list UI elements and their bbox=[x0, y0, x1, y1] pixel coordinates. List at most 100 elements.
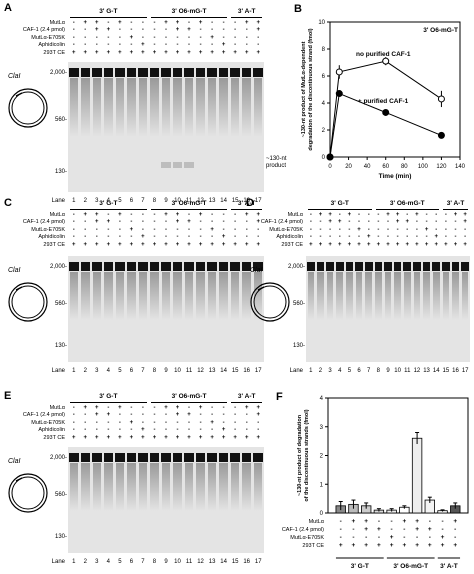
sign-cell: + bbox=[434, 241, 438, 248]
panel-label: B bbox=[294, 3, 302, 15]
gel-smear bbox=[81, 78, 90, 137]
sign-cell: - bbox=[72, 212, 75, 218]
group-label: 3' G-T bbox=[330, 200, 349, 207]
sign-cell: - bbox=[454, 226, 457, 233]
gel-smear bbox=[104, 78, 113, 137]
gel-smear bbox=[219, 78, 228, 137]
y-tick-label: 3 bbox=[320, 425, 324, 431]
gel-smear bbox=[69, 78, 79, 137]
lane-label: Lane bbox=[51, 559, 65, 565]
gel-smear bbox=[317, 272, 324, 320]
sign-cell: - bbox=[130, 234, 133, 241]
gel-band bbox=[207, 262, 217, 271]
inset-label: 3' O6-mG-T bbox=[423, 27, 458, 34]
lane-number: 8 bbox=[152, 368, 157, 374]
sign-cell: + bbox=[141, 241, 145, 248]
sign-cell: - bbox=[222, 412, 225, 419]
gel-smear bbox=[423, 272, 430, 320]
lane-number: 7 bbox=[367, 368, 371, 374]
group-label: 3' O6-mG-T bbox=[171, 8, 207, 15]
sign-cell: + bbox=[424, 241, 429, 248]
lane-number: 17 bbox=[254, 559, 262, 565]
sign-cell: + bbox=[244, 20, 249, 26]
plot-frame bbox=[329, 21, 461, 158]
sign-cell: - bbox=[425, 234, 428, 241]
sign-cell: - bbox=[84, 412, 87, 419]
gel-smear bbox=[326, 272, 334, 320]
lane-number: 17 bbox=[254, 198, 262, 204]
sign-cell: - bbox=[245, 34, 248, 41]
group-label: 3' G-T bbox=[99, 8, 118, 15]
gel-smear bbox=[461, 272, 469, 320]
lane-number: 15 bbox=[231, 559, 239, 565]
sign-cell: - bbox=[141, 219, 144, 226]
sign-cell: - bbox=[211, 42, 214, 49]
gel-band bbox=[218, 262, 229, 271]
sign-cell: - bbox=[107, 34, 110, 41]
lane-number: 4 bbox=[106, 198, 110, 204]
group-label: 3' A-T bbox=[237, 8, 256, 15]
sign-cell: - bbox=[222, 27, 225, 34]
lane-number: 2 bbox=[318, 368, 323, 374]
sign-cell: + bbox=[256, 434, 260, 441]
lane-number: 1 bbox=[72, 559, 76, 565]
gel-band bbox=[149, 453, 160, 462]
sign-cell: - bbox=[367, 212, 370, 218]
gel-smear bbox=[452, 272, 459, 320]
lane-number: 4 bbox=[106, 559, 110, 565]
sign-cell: - bbox=[245, 419, 248, 426]
sign-cell: - bbox=[188, 212, 191, 218]
row-label: 293T CE bbox=[43, 49, 65, 56]
sign-cell: - bbox=[234, 42, 237, 49]
sign-cell: - bbox=[118, 234, 121, 241]
sign-cell: + bbox=[95, 20, 99, 26]
gel-band bbox=[442, 262, 450, 271]
gel-image bbox=[68, 256, 264, 362]
sign-cell: - bbox=[188, 34, 191, 41]
gel-band bbox=[403, 262, 412, 271]
gel-band bbox=[92, 453, 102, 462]
sign-cell: - bbox=[153, 405, 156, 411]
sign-cell: + bbox=[338, 219, 342, 226]
lane-number: 16 bbox=[452, 368, 459, 374]
gel-band bbox=[335, 262, 344, 271]
sign-cell: - bbox=[72, 234, 75, 241]
gel-band bbox=[432, 262, 441, 271]
sign-cell: - bbox=[176, 427, 179, 434]
series-line bbox=[329, 60, 442, 158]
sign-cell: - bbox=[245, 234, 248, 241]
mw-marker: 560- bbox=[54, 491, 67, 498]
sign-cell: - bbox=[118, 427, 121, 434]
sign-cell: - bbox=[340, 534, 342, 541]
row-label: Aphidicolin bbox=[38, 42, 65, 49]
sign-cell: - bbox=[153, 219, 156, 226]
series-label-no-caf: no purified CAF-1 bbox=[356, 51, 411, 58]
sign-cell: - bbox=[386, 219, 389, 226]
row-label: 293T CE bbox=[281, 241, 303, 248]
group-underline bbox=[150, 17, 228, 18]
sign-cell: - bbox=[338, 234, 341, 241]
row-label: CAF-1 (2.4 pmol) bbox=[22, 219, 65, 226]
sign-cell: + bbox=[164, 241, 168, 248]
gel-smear bbox=[69, 463, 79, 511]
x-tick-label: 0 bbox=[328, 164, 332, 170]
gel-band bbox=[195, 262, 206, 271]
sign-cell: - bbox=[222, 405, 225, 411]
gel-band bbox=[384, 262, 392, 271]
group-underline bbox=[231, 402, 262, 403]
gel-smear bbox=[196, 463, 205, 511]
lane-number: 15 bbox=[231, 198, 239, 204]
gel-band bbox=[253, 68, 263, 77]
sign-cell: - bbox=[222, 20, 225, 26]
sign-cell: + bbox=[175, 20, 180, 26]
plasmid-diagram bbox=[8, 282, 48, 322]
sign-cell: - bbox=[340, 526, 342, 533]
sign-cell: - bbox=[358, 234, 361, 241]
sign-cell: - bbox=[234, 34, 237, 41]
gel-band bbox=[195, 68, 206, 77]
sign-cell: + bbox=[175, 219, 180, 226]
sign-cell: + bbox=[415, 241, 419, 248]
sign-cell: + bbox=[72, 49, 76, 56]
gel-band bbox=[161, 68, 171, 77]
gel-smear bbox=[307, 272, 315, 320]
